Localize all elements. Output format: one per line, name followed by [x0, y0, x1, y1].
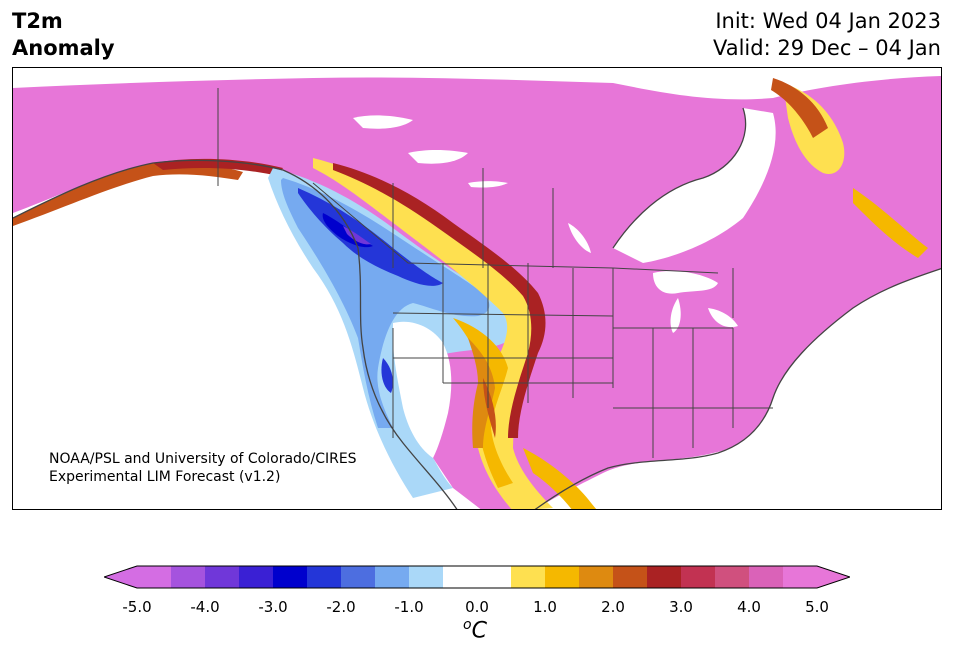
state-borders — [217, 88, 773, 458]
colorbar-tick-label: -3.0 — [258, 598, 288, 616]
unit-label: oC — [463, 617, 487, 643]
colorbar-segment — [545, 566, 580, 588]
unit-celsius-letter: C — [471, 618, 487, 644]
neutral-anomaly-area — [393, 321, 452, 458]
colorbar-segment — [783, 566, 818, 588]
colorbar-tick-label: 3.0 — [669, 598, 693, 616]
colorbar-tick-label: 5.0 — [805, 598, 829, 616]
colorbar-tick-label: -1.0 — [394, 598, 424, 616]
credit-line-2: Experimental LIM Forecast (v1.2) — [49, 469, 281, 485]
credit-line-1: NOAA/PSL and University of Colorado/CIRE… — [49, 451, 357, 467]
chart-title-left: T2m Anomaly — [12, 8, 115, 62]
great-lakes-superior — [653, 271, 718, 294]
labrador-warm-band — [853, 188, 928, 258]
anomaly-map — [12, 67, 942, 510]
colorbar-segment — [273, 566, 308, 588]
colorbar-segment — [511, 566, 546, 588]
alaska-warm-band — [13, 162, 243, 226]
colorbar-tick-label: -5.0 — [122, 598, 152, 616]
colorbar-segment — [137, 566, 172, 588]
cold-anomaly-mid — [281, 178, 490, 428]
anomaly-label: Anomaly — [12, 36, 115, 60]
colorbar — [102, 565, 852, 593]
colorbar-segment — [647, 566, 682, 588]
great-lakes-michigan — [670, 298, 681, 333]
credit-text: NOAA/PSL and University of Colorado/CIRE… — [49, 450, 357, 486]
init-date-label: Init: Wed 04 Jan 2023 — [715, 9, 941, 33]
variable-label: T2m — [12, 9, 63, 33]
great-slave-lake — [408, 149, 468, 164]
colorbar-segment — [171, 566, 206, 588]
colorbar-segment — [409, 566, 444, 588]
coastlines — [13, 107, 941, 509]
colorbar-segment — [749, 566, 784, 588]
pacific-ocean — [13, 166, 481, 509]
colorbar-tick-label: 0.0 — [465, 598, 489, 616]
colorbar-segment — [443, 566, 478, 588]
colorbar-tick-label: 2.0 — [601, 598, 625, 616]
colorbar-over-extension — [817, 566, 850, 588]
lake-winnipeg — [568, 223, 591, 253]
gulf-warm-tongue — [523, 448, 597, 509]
arctic-ocean — [13, 68, 941, 100]
hudson-bay — [613, 108, 776, 263]
unit-degree-symbol: o — [463, 617, 472, 633]
great-bear-lake — [353, 115, 413, 129]
chart-title-right: Init: Wed 04 Jan 2023 Valid: 29 Dec – 04… — [713, 8, 941, 62]
colorbar-segment — [205, 566, 240, 588]
great-lakes-huron — [708, 308, 738, 328]
colorbar-tick-label: 1.0 — [533, 598, 557, 616]
colorbar-tick-label: -4.0 — [190, 598, 220, 616]
valid-range-label: Valid: 29 Dec – 04 Jan — [712, 36, 941, 60]
colorbar-segment — [613, 566, 648, 588]
colorbar-segment — [307, 566, 342, 588]
atlantic-gulf — [536, 268, 941, 509]
colorbar-segment — [375, 566, 410, 588]
colorbar-segment — [579, 566, 614, 588]
colorbar-segment — [239, 566, 274, 588]
colorbar-segment — [477, 566, 512, 588]
colorbar-tick-label: -2.0 — [326, 598, 356, 616]
colorbar-segment — [341, 566, 376, 588]
colorbar-segment — [681, 566, 716, 588]
colorbar-under-extension — [104, 566, 137, 588]
colorbar-tick-label: 4.0 — [737, 598, 761, 616]
baffin-warm-orange — [771, 78, 828, 138]
lake-athabasca — [468, 181, 508, 188]
california-cold-spot — [381, 358, 393, 393]
warm-spot-southwest — [483, 378, 496, 438]
colorbar-segment — [715, 566, 750, 588]
map-canvas — [13, 68, 941, 509]
warm-band-red — [333, 163, 546, 438]
colorbar-svg — [102, 565, 852, 589]
